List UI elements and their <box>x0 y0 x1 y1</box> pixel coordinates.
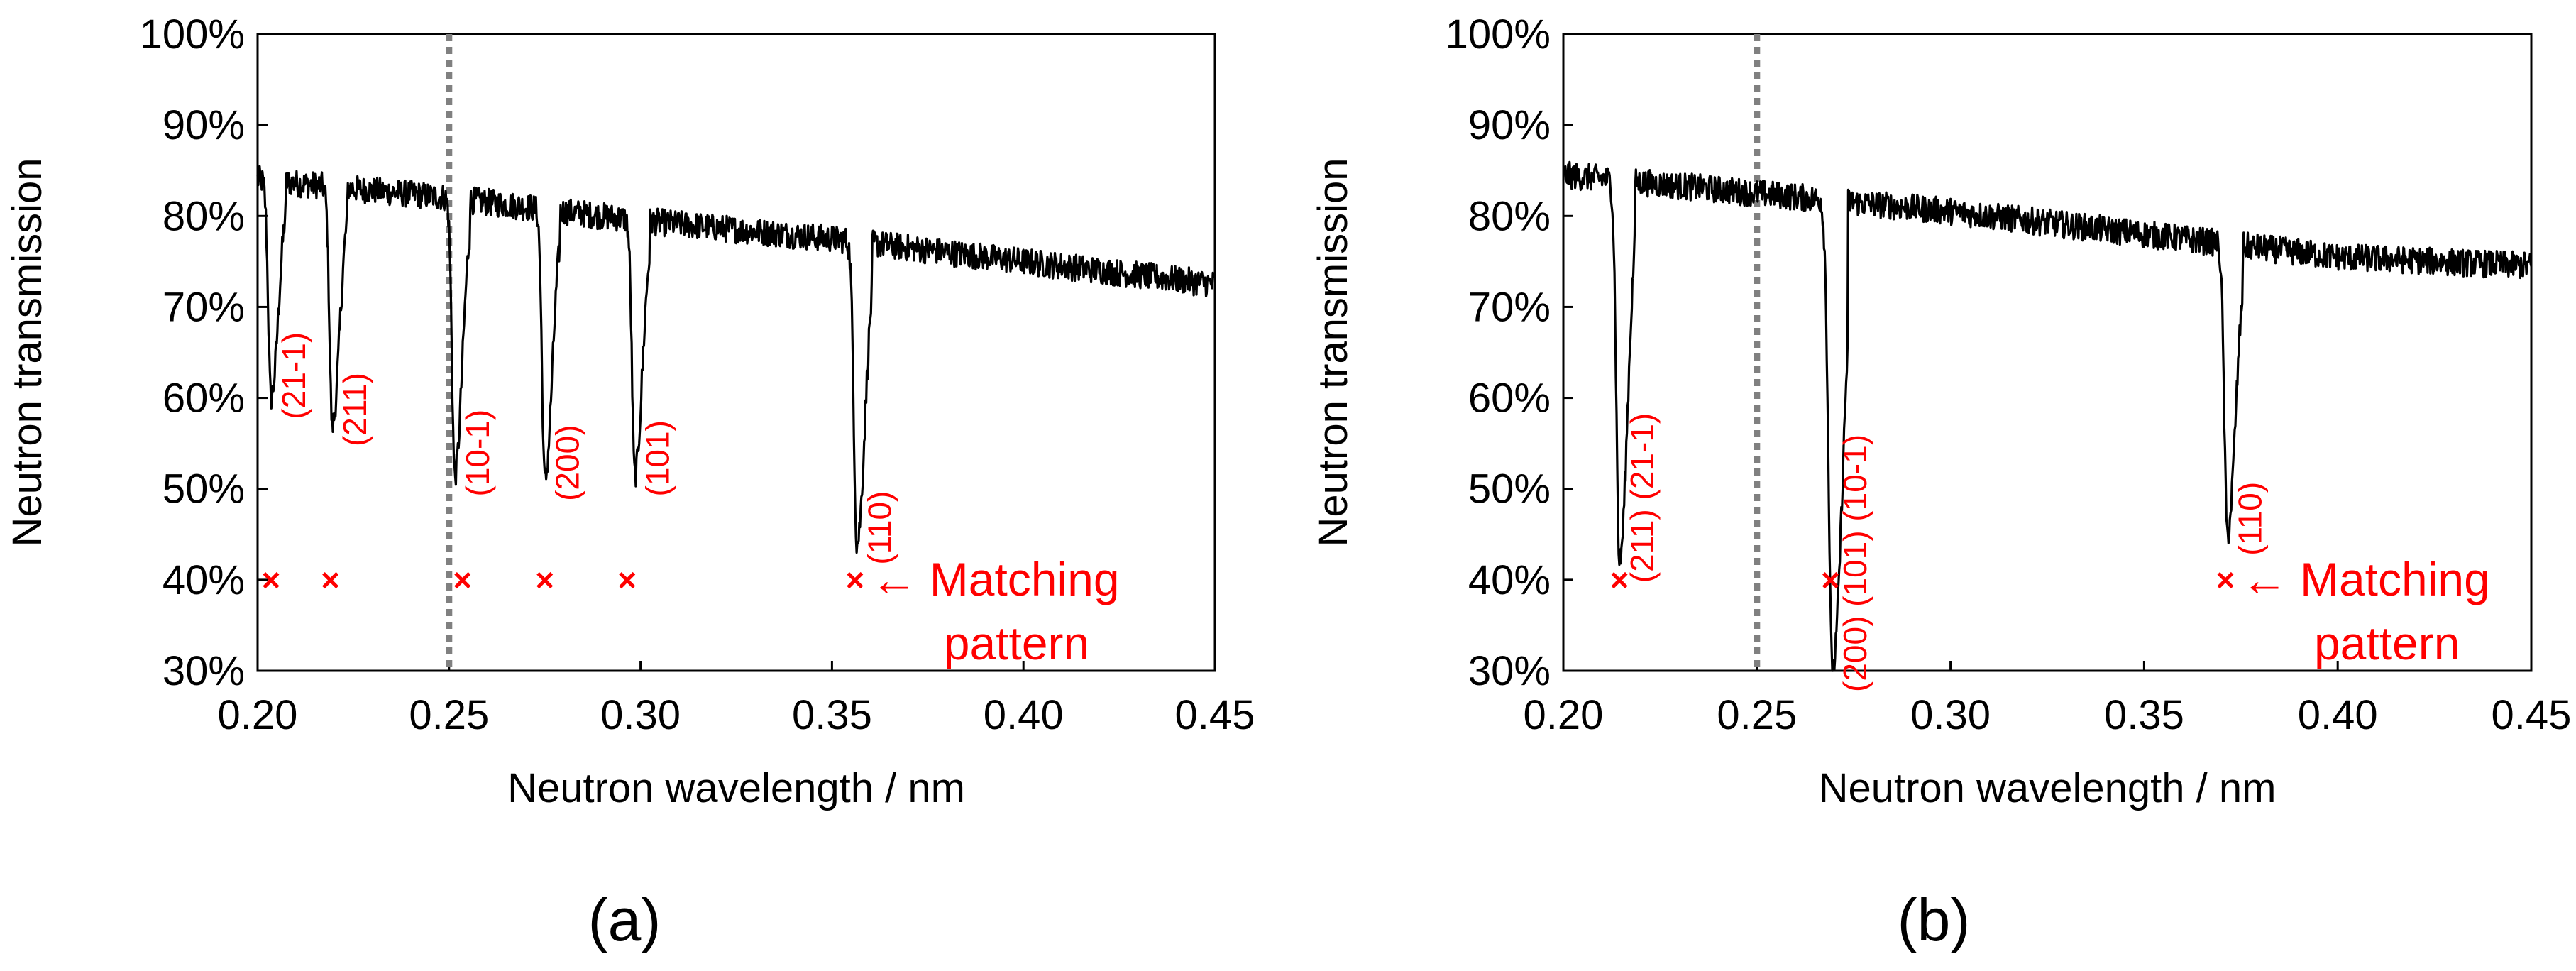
matching-marker: × <box>453 561 472 598</box>
x-tick-label: 0.35 <box>792 692 872 738</box>
x-tick-label: 0.40 <box>2298 692 2378 738</box>
x-tick-label: 0.20 <box>1524 692 1604 738</box>
y-tick-label: 90% <box>163 102 245 148</box>
y-tick-label: 50% <box>1468 466 1551 512</box>
plot-frame <box>1562 33 2533 672</box>
annotation-arrow: ← <box>2241 553 2288 605</box>
plot-frame <box>256 33 1216 672</box>
matching-marker: × <box>845 561 864 598</box>
y-tick-label: 70% <box>163 284 245 330</box>
peak-hkl-label: (101) <box>639 420 676 496</box>
panel-label: (a) <box>588 887 661 953</box>
matching-marker: × <box>321 561 340 598</box>
annotation-line-2: pattern <box>2314 617 2460 669</box>
matching-marker: × <box>535 561 554 598</box>
y-axis-title: Neutron transmission <box>4 158 50 547</box>
x-axis-title: Neutron wavelength / nm <box>1819 765 2277 811</box>
y-tick-label: 100% <box>140 11 245 57</box>
peak-hkl-label: (110) <box>861 491 898 565</box>
y-tick-label: 80% <box>1468 193 1551 239</box>
x-tick-label: 0.35 <box>2104 692 2184 738</box>
matching-marker: × <box>1821 561 1840 598</box>
peak-hkl-label: (211) (21-1) <box>1624 413 1661 583</box>
y-tick-label: 30% <box>1468 648 1551 694</box>
x-tick-label: 0.30 <box>600 692 681 738</box>
x-tick-label: 0.40 <box>984 692 1064 738</box>
y-tick-label: 60% <box>1468 375 1551 422</box>
peak-hkl-label: (211) <box>336 373 373 446</box>
matching-marker: × <box>1610 561 1629 598</box>
x-tick-label: 0.25 <box>1717 692 1797 738</box>
x-tick-label: 0.30 <box>1910 692 1991 738</box>
x-tick-label: 0.45 <box>1175 692 1255 738</box>
matching-marker: × <box>617 561 637 598</box>
x-tick-label: 0.20 <box>218 692 298 738</box>
y-tick-label: 100% <box>1446 11 1551 57</box>
x-tick-label: 0.45 <box>2492 692 2572 738</box>
x-tick-label: 0.25 <box>409 692 489 738</box>
y-tick-label: 60% <box>163 375 245 422</box>
panel-label: (b) <box>1898 887 1971 953</box>
panel-a: 30% 40% 50% 60% 70% 80% 90% 100% 0.20 0.25 0.30 0.3… <box>4 11 1255 953</box>
transmission-series-line <box>1562 160 2533 672</box>
x-axis-title: Neutron wavelength / nm <box>507 765 965 811</box>
y-tick-label: 50% <box>163 466 245 512</box>
y-tick-label: 90% <box>1468 102 1551 148</box>
annotation-line-1: Matching <box>2300 553 2490 605</box>
matching-marker: × <box>261 561 280 598</box>
panel-b: 30% 40% 50% 60% 70% 80% 90% 100% 0.20 0.25 0.30 0.3… <box>1310 11 2571 953</box>
y-tick-label: 70% <box>1468 284 1551 330</box>
annotation-line-1: Matching <box>930 553 1120 605</box>
y-axis-title: Neutron transmission <box>1310 158 1356 547</box>
peak-hkl-label: (10-1) <box>459 410 496 497</box>
y-tick-label: 80% <box>163 193 245 239</box>
peak-hkl-label: (200) (101) (10-1) <box>1837 434 1873 692</box>
annotation-line-2: pattern <box>944 617 1089 669</box>
annotation-arrow: ← <box>871 553 918 605</box>
peak-hkl-label: (110) <box>2232 482 2269 556</box>
y-tick-label: 30% <box>163 648 245 694</box>
y-tick-label: 40% <box>1468 557 1551 603</box>
matching-marker: × <box>2216 561 2235 598</box>
y-tick-label: 40% <box>163 557 245 603</box>
peak-hkl-label: (200) <box>549 425 586 501</box>
transmission-series-line <box>256 165 1216 554</box>
peak-hkl-label: (21-1) <box>275 332 312 419</box>
